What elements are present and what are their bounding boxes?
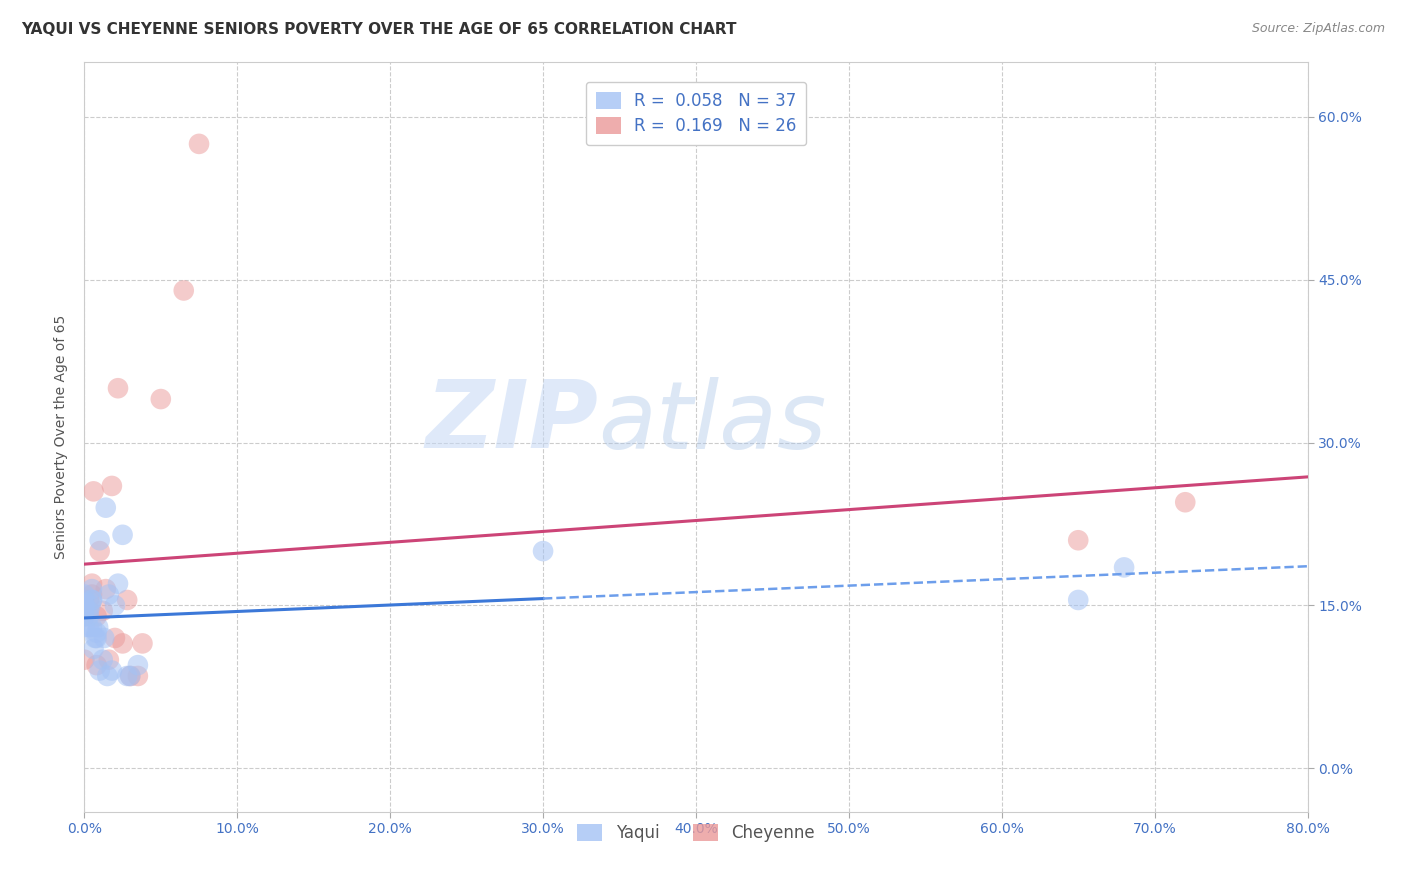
Point bbox=[101, 479, 124, 493]
Point bbox=[91, 604, 114, 618]
Point bbox=[73, 599, 96, 613]
Point bbox=[77, 593, 100, 607]
Point bbox=[97, 588, 120, 602]
Point bbox=[96, 669, 118, 683]
Point bbox=[80, 593, 103, 607]
Point bbox=[86, 609, 108, 624]
Point bbox=[127, 658, 149, 673]
Point bbox=[73, 593, 96, 607]
Point bbox=[97, 653, 120, 667]
Point bbox=[94, 500, 117, 515]
Point bbox=[80, 576, 103, 591]
Point bbox=[91, 653, 114, 667]
Point bbox=[84, 631, 107, 645]
Point bbox=[89, 533, 111, 548]
Point bbox=[1174, 495, 1197, 509]
Point bbox=[115, 669, 138, 683]
Point bbox=[86, 658, 108, 673]
Point bbox=[1114, 560, 1136, 574]
Point bbox=[120, 669, 142, 683]
Point bbox=[73, 653, 96, 667]
Point bbox=[77, 604, 100, 618]
Point bbox=[87, 620, 110, 634]
Point bbox=[80, 593, 103, 607]
Point bbox=[73, 588, 96, 602]
Point bbox=[83, 641, 105, 656]
Point bbox=[73, 609, 96, 624]
Point bbox=[80, 620, 103, 634]
Point bbox=[1067, 593, 1090, 607]
Point bbox=[73, 593, 96, 607]
Point bbox=[115, 593, 138, 607]
Point bbox=[188, 136, 211, 151]
Point bbox=[73, 609, 96, 624]
Point bbox=[89, 664, 111, 678]
Text: ZIP: ZIP bbox=[425, 376, 598, 468]
Point bbox=[1067, 533, 1090, 548]
Point bbox=[111, 528, 134, 542]
Point bbox=[107, 576, 129, 591]
Y-axis label: Seniors Poverty Over the Age of 65: Seniors Poverty Over the Age of 65 bbox=[55, 315, 69, 559]
Point bbox=[73, 599, 96, 613]
Point bbox=[107, 381, 129, 395]
Point bbox=[73, 604, 96, 618]
Point bbox=[127, 669, 149, 683]
Point bbox=[77, 609, 100, 624]
Point bbox=[86, 625, 108, 640]
Point bbox=[531, 544, 554, 558]
Point bbox=[80, 588, 103, 602]
Legend: Yaqui, Cheyenne: Yaqui, Cheyenne bbox=[571, 817, 821, 848]
Point bbox=[104, 631, 127, 645]
Text: Source: ZipAtlas.com: Source: ZipAtlas.com bbox=[1251, 22, 1385, 36]
Point bbox=[83, 484, 105, 499]
Point bbox=[86, 631, 108, 645]
Point bbox=[131, 636, 153, 650]
Point bbox=[94, 582, 117, 596]
Point bbox=[80, 582, 103, 596]
Point bbox=[73, 620, 96, 634]
Point bbox=[93, 631, 115, 645]
Point bbox=[111, 636, 134, 650]
Text: atlas: atlas bbox=[598, 376, 827, 467]
Point bbox=[173, 284, 195, 298]
Point bbox=[79, 599, 101, 613]
Point bbox=[149, 392, 172, 406]
Point bbox=[89, 544, 111, 558]
Point bbox=[77, 620, 100, 634]
Point bbox=[120, 669, 142, 683]
Point bbox=[104, 599, 127, 613]
Point bbox=[101, 664, 124, 678]
Text: YAQUI VS CHEYENNE SENIORS POVERTY OVER THE AGE OF 65 CORRELATION CHART: YAQUI VS CHEYENNE SENIORS POVERTY OVER T… bbox=[21, 22, 737, 37]
